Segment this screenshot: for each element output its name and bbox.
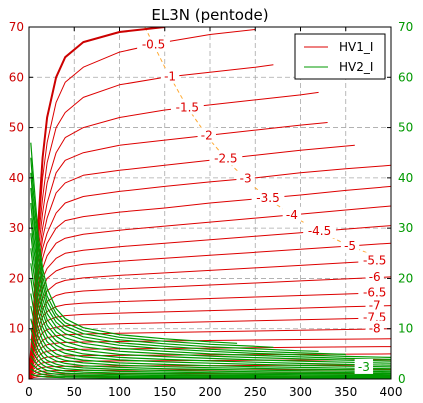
- screen-curve: [30, 202, 391, 358]
- screen-curve: [30, 218, 391, 360]
- screen-curves: [30, 142, 391, 379]
- screen-curve: [30, 278, 391, 368]
- curve-label-bg: [209, 150, 243, 166]
- anode-curve: [29, 242, 391, 379]
- y2-tick-label: 20: [398, 271, 413, 285]
- y2-tick-label: 60: [398, 70, 413, 84]
- screen-curve: [30, 338, 391, 375]
- curve-label: -5: [344, 239, 356, 253]
- anode-curve: [29, 164, 391, 379]
- y-tick-label: 30: [9, 221, 24, 235]
- screen-curve: [30, 318, 391, 373]
- screen-curve: [30, 347, 391, 376]
- curve-label: -8: [369, 322, 381, 336]
- anode-curve: [29, 185, 391, 379]
- legend-label-hv1: HV1_I: [339, 40, 373, 54]
- screen-curve: [30, 362, 391, 378]
- curve-label-bg: [170, 99, 204, 115]
- curve-label-bg: [160, 68, 180, 84]
- x-tick-label: 150: [153, 385, 176, 399]
- curve-label-bg: [365, 268, 384, 284]
- x-tick-label: 100: [108, 385, 131, 399]
- curve-label-bg: [303, 223, 336, 239]
- curve-label: -3: [240, 172, 252, 186]
- anode-curve: [29, 27, 165, 379]
- screen-curve: [30, 172, 319, 352]
- axes: 0 50 100 150 200 250 300 350 4000102030405060700…: [9, 20, 414, 399]
- y-tick-label: 0: [16, 372, 24, 386]
- screen-curve: [30, 293, 391, 370]
- legend-label-hv2: HV2_I: [339, 60, 373, 74]
- curve-label-bg: [358, 252, 392, 268]
- curve-label-bg: [365, 297, 384, 313]
- curve-label: -6.5: [363, 286, 386, 300]
- anode-curve: [29, 144, 355, 379]
- legend: HV1_I HV2_I: [294, 33, 386, 80]
- screen-curve: [30, 305, 391, 371]
- curve-label: -0.5: [142, 38, 165, 52]
- curve-label: -4: [286, 208, 298, 222]
- curve-label: -2.5: [214, 151, 237, 165]
- x-tick-label: 400: [380, 385, 403, 399]
- curve-label: -5.5: [363, 253, 386, 267]
- screen-curve: [30, 233, 391, 362]
- curve-label-bg: [282, 206, 302, 222]
- curve-label-bg: [354, 358, 374, 374]
- y2-tick-label: 50: [398, 121, 413, 135]
- curve-label: -1.5: [176, 100, 199, 114]
- screen-curve: [30, 368, 391, 379]
- chart-title: EL3N (pentode): [151, 6, 268, 24]
- x-tick-label: 350: [334, 385, 357, 399]
- x-tick-label: 250: [244, 385, 267, 399]
- legend-box: [294, 33, 386, 80]
- curve-labels: -0.5-1-1.5-2-2.5-3-3.5-4-4.5-5-5.5-6-6.5…: [137, 36, 392, 374]
- y-tick-label: 70: [9, 20, 24, 34]
- curve-label-bg: [365, 320, 384, 336]
- y2-tick-label: 70: [398, 20, 413, 34]
- x-tick-label: 200: [199, 385, 222, 399]
- y-tick-label: 10: [9, 322, 24, 336]
- y-tick-label: 20: [9, 271, 24, 285]
- y2-tick-label: 10: [398, 322, 413, 336]
- curve-label: -6: [369, 270, 381, 284]
- curve-label: -4.5: [308, 224, 331, 238]
- curve-label-bg: [236, 170, 255, 186]
- curve-label-bg: [137, 36, 170, 52]
- screen-curve: [30, 328, 391, 374]
- curve-label-bg: [197, 127, 216, 143]
- x-tick-label: 300: [289, 385, 312, 399]
- curve-label: -3: [358, 360, 370, 374]
- anode-curve: [29, 317, 391, 379]
- screen-curve: [30, 187, 346, 355]
- y-tick-label: 60: [9, 70, 24, 84]
- x-tick-label: 50: [67, 385, 82, 399]
- curve-label: -3.5: [256, 191, 279, 205]
- screen-curve: [30, 248, 391, 364]
- anode-curve: [29, 225, 391, 379]
- y2-tick-label: 40: [398, 171, 413, 185]
- curve-label: -7: [369, 299, 381, 313]
- screen-curve: [30, 263, 391, 366]
- curve-label-bg: [340, 237, 360, 253]
- y-tick-label: 40: [9, 171, 24, 185]
- screen-curve: [30, 157, 274, 348]
- y2-tick-label: 30: [398, 221, 413, 235]
- x-tick-label: 0: [25, 385, 33, 399]
- screen-curve: [30, 142, 238, 344]
- y-tick-label: 50: [9, 121, 24, 135]
- curve-label: -1: [164, 70, 176, 84]
- y2-tick-label: 0: [398, 372, 406, 386]
- screen-curve: [30, 373, 391, 379]
- curve-label-bg: [251, 189, 285, 205]
- curve-label-bg: [358, 284, 392, 300]
- curve-label: -2: [201, 128, 213, 142]
